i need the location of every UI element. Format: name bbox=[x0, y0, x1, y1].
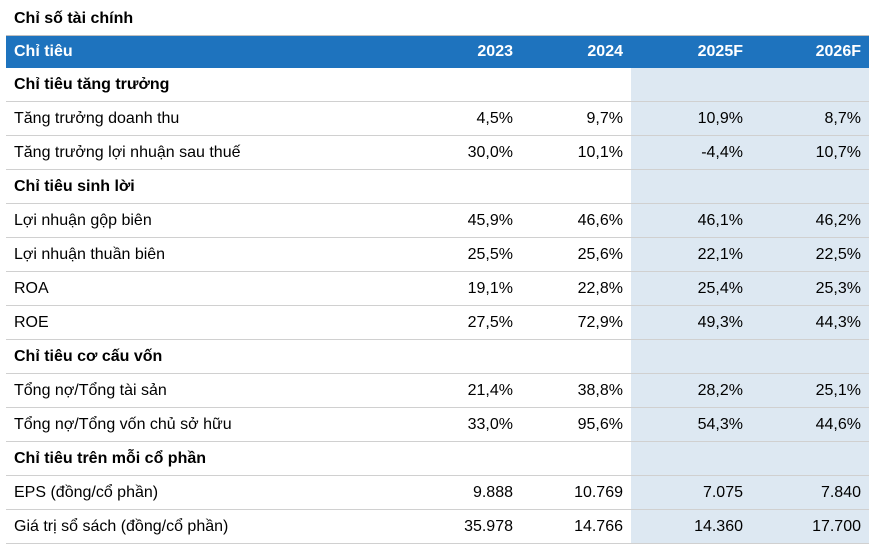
value-cell: 49,3% bbox=[631, 305, 751, 340]
table-row: Tăng trưởng lợi nhuận sau thuế 30,0% 10,1%… bbox=[6, 135, 869, 170]
value-cell: 4,5% bbox=[406, 101, 521, 136]
section-title: Chỉ tiêu tăng trưởng bbox=[6, 68, 631, 102]
row-label: Tổng nợ/Tổng tài sản bbox=[6, 373, 406, 408]
table-row: Tăng trưởng doanh thu 4,5% 9,7% 10,9% 8,7% bbox=[6, 101, 869, 136]
value-cell: 17.700 bbox=[751, 509, 869, 544]
value-cell: 7.075 bbox=[631, 475, 751, 510]
value-cell: 54,3% bbox=[631, 407, 751, 442]
row-label: Lợi nhuận gộp biên bbox=[6, 203, 406, 238]
row-label: Lợi nhuận thuần biên bbox=[6, 237, 406, 272]
value-cell: 22,5% bbox=[751, 237, 869, 272]
value-cell: 25,5% bbox=[406, 237, 521, 272]
value-cell: 10,1% bbox=[521, 135, 631, 170]
value-cell: 25,1% bbox=[751, 373, 869, 408]
value-cell: 9.888 bbox=[406, 475, 521, 510]
value-cell: 35.978 bbox=[406, 509, 521, 544]
value-cell: 44,3% bbox=[751, 305, 869, 340]
value-cell: 10.769 bbox=[521, 475, 631, 510]
section-title: Chỉ tiêu cơ cấu vốn bbox=[6, 339, 631, 374]
forecast-cell bbox=[751, 169, 869, 204]
header-year-2026f: 2026F bbox=[751, 36, 869, 68]
forecast-cell bbox=[631, 68, 751, 102]
header-year-2024: 2024 bbox=[521, 36, 631, 68]
row-label: EPS (đồng/cổ phần) bbox=[6, 475, 406, 510]
forecast-cell bbox=[751, 441, 869, 476]
row-label: Tăng trưởng doanh thu bbox=[6, 101, 406, 136]
table-row: EPS (đồng/cổ phần) 9.888 10.769 7.075 7.840 bbox=[6, 475, 869, 510]
value-cell: 72,9% bbox=[521, 305, 631, 340]
value-cell: 10,7% bbox=[751, 135, 869, 170]
value-cell: 46,1% bbox=[631, 203, 751, 238]
section-row: Chỉ tiêu trên mỗi cổ phần bbox=[6, 441, 869, 476]
value-cell: 22,8% bbox=[521, 271, 631, 306]
forecast-cell bbox=[751, 68, 869, 102]
value-cell: 28,2% bbox=[631, 373, 751, 408]
value-cell: 14.360 bbox=[631, 509, 751, 544]
value-cell: 46,6% bbox=[521, 203, 631, 238]
financial-ratios-table: Chỉ tiêu 2023 2024 2025F 2026F Chỉ tiêu … bbox=[6, 36, 869, 544]
row-label: Giá trị sổ sách (đồng/cổ phần) bbox=[6, 509, 406, 544]
header-row: Chỉ tiêu 2023 2024 2025F 2026F bbox=[6, 36, 869, 68]
financial-ratios-panel: Chỉ số tài chính Chỉ tiêu 2023 2024 2025… bbox=[6, 3, 869, 544]
forecast-cell bbox=[631, 339, 751, 374]
row-label: ROA bbox=[6, 271, 406, 306]
value-cell: 44,6% bbox=[751, 407, 869, 442]
table-row: ROE 27,5% 72,9% 49,3% 44,3% bbox=[6, 305, 869, 340]
value-cell: 7.840 bbox=[751, 475, 869, 510]
row-label: ROE bbox=[6, 305, 406, 340]
value-cell: 14.766 bbox=[521, 509, 631, 544]
header-year-2023: 2023 bbox=[406, 36, 521, 68]
value-cell: 25,3% bbox=[751, 271, 869, 306]
table-row: ROA 19,1% 22,8% 25,4% 25,3% bbox=[6, 271, 869, 306]
value-cell: 33,0% bbox=[406, 407, 521, 442]
table-row: Tổng nợ/Tổng tài sản 21,4% 38,8% 28,2% 25,1% bbox=[6, 373, 869, 408]
forecast-cell bbox=[631, 169, 751, 204]
value-cell: 21,4% bbox=[406, 373, 521, 408]
table-row: Lợi nhuận gộp biên 45,9% 46,6% 46,1% 46,2% bbox=[6, 203, 869, 238]
value-cell: 38,8% bbox=[521, 373, 631, 408]
table-row: Tổng nợ/Tổng vốn chủ sở hữu 33,0% 95,6% 54,… bbox=[6, 407, 869, 442]
row-label: Tổng nợ/Tổng vốn chủ sở hữu bbox=[6, 407, 406, 442]
forecast-cell bbox=[631, 441, 751, 476]
table-title: Chỉ số tài chính bbox=[6, 3, 869, 36]
value-cell: 45,9% bbox=[406, 203, 521, 238]
value-cell: 19,1% bbox=[406, 271, 521, 306]
value-cell: -4,4% bbox=[631, 135, 751, 170]
section-row: Chỉ tiêu tăng trưởng bbox=[6, 68, 869, 102]
value-cell: 10,9% bbox=[631, 101, 751, 136]
value-cell: 46,2% bbox=[751, 203, 869, 238]
table-body: Chỉ tiêu tăng trưởng Tăng trưởng doanh th… bbox=[6, 68, 869, 544]
value-cell: 8,7% bbox=[751, 101, 869, 136]
value-cell: 27,5% bbox=[406, 305, 521, 340]
value-cell: 9,7% bbox=[521, 101, 631, 136]
section-row: Chỉ tiêu sinh lời bbox=[6, 169, 869, 204]
value-cell: 25,4% bbox=[631, 271, 751, 306]
forecast-cell bbox=[751, 339, 869, 374]
table-row: Lợi nhuận thuần biên 25,5% 25,6% 22,1% 22,5% bbox=[6, 237, 869, 272]
section-row: Chỉ tiêu cơ cấu vốn bbox=[6, 339, 869, 374]
header-year-2025f: 2025F bbox=[631, 36, 751, 68]
section-title: Chỉ tiêu trên mỗi cổ phần bbox=[6, 441, 631, 476]
value-cell: 22,1% bbox=[631, 237, 751, 272]
table-row: Giá trị sổ sách (đồng/cổ phần) 35.978 14.7… bbox=[6, 509, 869, 544]
header-label: Chỉ tiêu bbox=[6, 36, 406, 68]
value-cell: 25,6% bbox=[521, 237, 631, 272]
value-cell: 95,6% bbox=[521, 407, 631, 442]
value-cell: 30,0% bbox=[406, 135, 521, 170]
row-label: Tăng trưởng lợi nhuận sau thuế bbox=[6, 135, 406, 170]
section-title: Chỉ tiêu sinh lời bbox=[6, 169, 631, 204]
